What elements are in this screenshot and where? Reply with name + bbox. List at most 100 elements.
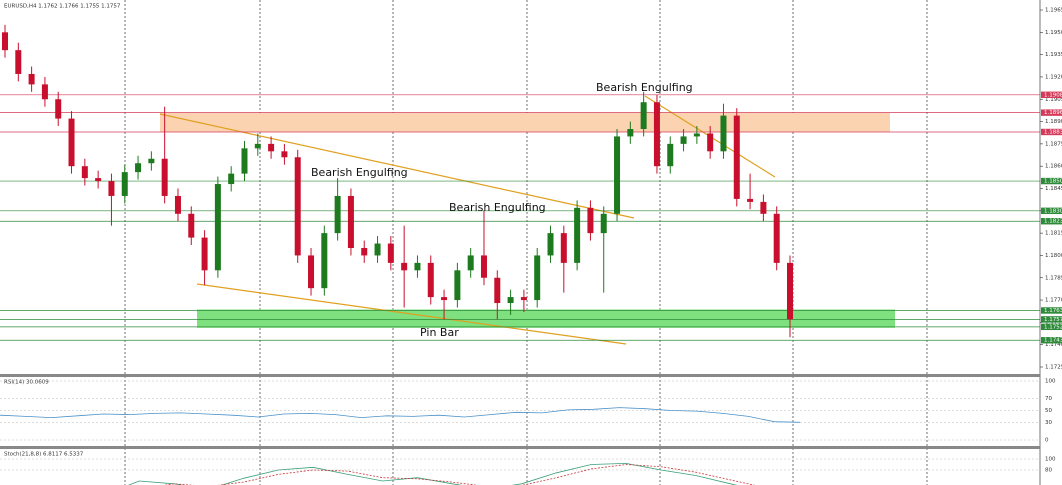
candle-body	[720, 115, 727, 152]
level-price-label: 1.1896	[1044, 110, 1062, 116]
candle-body	[494, 277, 501, 304]
candle-body	[308, 255, 315, 289]
candle-body	[161, 158, 168, 196]
candle-body	[640, 102, 647, 129]
candle-body	[693, 133, 700, 137]
level-price-box	[1041, 316, 1062, 323]
stoch-tick-label: 80	[1045, 468, 1052, 474]
level-price-box	[1041, 337, 1062, 344]
price-tick-label: 1.1950	[1045, 30, 1062, 36]
demand-zone	[197, 309, 895, 328]
level-price-label: 1.1743	[1044, 338, 1062, 344]
annotation: Bearish Engulfing	[449, 201, 546, 214]
candle-body	[95, 178, 102, 182]
price-tick-label: 1.1815	[1045, 231, 1062, 237]
candle-body	[627, 129, 634, 137]
candle-body	[2, 32, 8, 51]
candle-body	[148, 158, 155, 164]
price-tick-label: 1.1740	[1045, 342, 1062, 348]
candle-body	[480, 255, 487, 278]
time-grid	[124, 0, 928, 485]
candle-body	[414, 262, 421, 271]
candle-body	[41, 84, 48, 100]
rsi-tick-label: 50	[1045, 408, 1052, 414]
price-tick-label: 1.1845	[1045, 186, 1062, 192]
level-price-box	[1041, 207, 1062, 215]
rsi-line	[0, 407, 801, 423]
level-price-label: 1.1850	[1044, 179, 1062, 185]
candle-body	[347, 195, 354, 248]
candle-body	[707, 133, 714, 152]
candle-body	[547, 233, 554, 256]
candle-body	[401, 262, 408, 271]
level-price-box	[1041, 307, 1062, 314]
candle-body	[534, 255, 541, 301]
candle-body	[201, 237, 208, 271]
candle-body	[121, 172, 128, 196]
level-price-label: 1.1908	[1044, 92, 1062, 98]
candle-body	[614, 136, 621, 214]
level-price-box	[1041, 218, 1062, 225]
annotation: Pin Bar	[420, 326, 459, 339]
candle-body	[108, 181, 115, 196]
candle-body	[507, 297, 514, 304]
candle-body	[520, 297, 527, 301]
candle-body	[387, 243, 394, 263]
candle-body	[374, 243, 381, 256]
candle-body	[254, 143, 261, 149]
price-tick-label: 1.1890	[1045, 119, 1062, 125]
panel-separator	[0, 374, 1040, 377]
price-tick-label: 1.1905	[1045, 97, 1062, 103]
candle-body	[228, 173, 235, 185]
stoch-tick-label: 100	[1045, 457, 1056, 463]
candle-body	[560, 233, 567, 263]
panel-separator	[0, 446, 1040, 449]
level-price-label: 1.1830	[1044, 208, 1062, 214]
candle-body	[361, 248, 368, 256]
price-tick-label: 1.1755	[1045, 320, 1062, 326]
candle-body	[334, 195, 341, 234]
level-price-label: 1.1757	[1044, 317, 1062, 323]
stoch-main-line	[127, 462, 738, 485]
candle-body	[427, 262, 434, 298]
level-price-box	[1041, 323, 1062, 331]
candle-body	[680, 136, 687, 144]
level-price-box	[1041, 109, 1062, 116]
price-tick-label: 1.1965	[1045, 8, 1062, 14]
price-tick-label: 1.1770	[1045, 298, 1062, 304]
candle-body	[587, 207, 594, 234]
candle-body	[574, 207, 581, 263]
level-price-label: 1.1883	[1044, 129, 1062, 135]
rsi-tick-label: 30	[1045, 420, 1052, 426]
candle-body	[28, 73, 35, 85]
price-tick-label: 1.1785	[1045, 275, 1062, 281]
level-price-box	[1041, 91, 1062, 98]
rsi-tick-label: 100	[1045, 379, 1056, 385]
candle-body	[653, 102, 660, 167]
level-price-box	[1041, 128, 1062, 136]
price-tick-label: 1.1920	[1045, 74, 1062, 80]
annotation: Bearish Engulfing	[311, 166, 408, 179]
level-price-label: 1.1763	[1044, 308, 1062, 314]
level-price-box	[1041, 177, 1062, 185]
candle-body	[268, 143, 275, 152]
rsi-tick-label: 0	[1045, 438, 1049, 444]
candle-body	[294, 157, 301, 256]
candle-body	[214, 184, 221, 271]
candle-body	[441, 297, 448, 301]
annotation: Bearish Engulfing	[596, 81, 693, 94]
candle-body	[454, 270, 461, 301]
price-tick-label: 1.1875	[1045, 141, 1062, 147]
stoch-title: Stoch(21,8,8) 6.8117 6.5337	[4, 452, 84, 458]
supply-zone	[160, 112, 890, 132]
candle-body	[787, 262, 793, 320]
price-tick-label: 1.1860	[1045, 164, 1062, 170]
candle-body	[174, 195, 181, 214]
price-tick-label: 1.1725	[1045, 365, 1062, 371]
candle-body	[135, 163, 142, 173]
candle-body	[15, 50, 22, 74]
candle-body	[733, 115, 740, 199]
candle-body	[188, 213, 195, 238]
